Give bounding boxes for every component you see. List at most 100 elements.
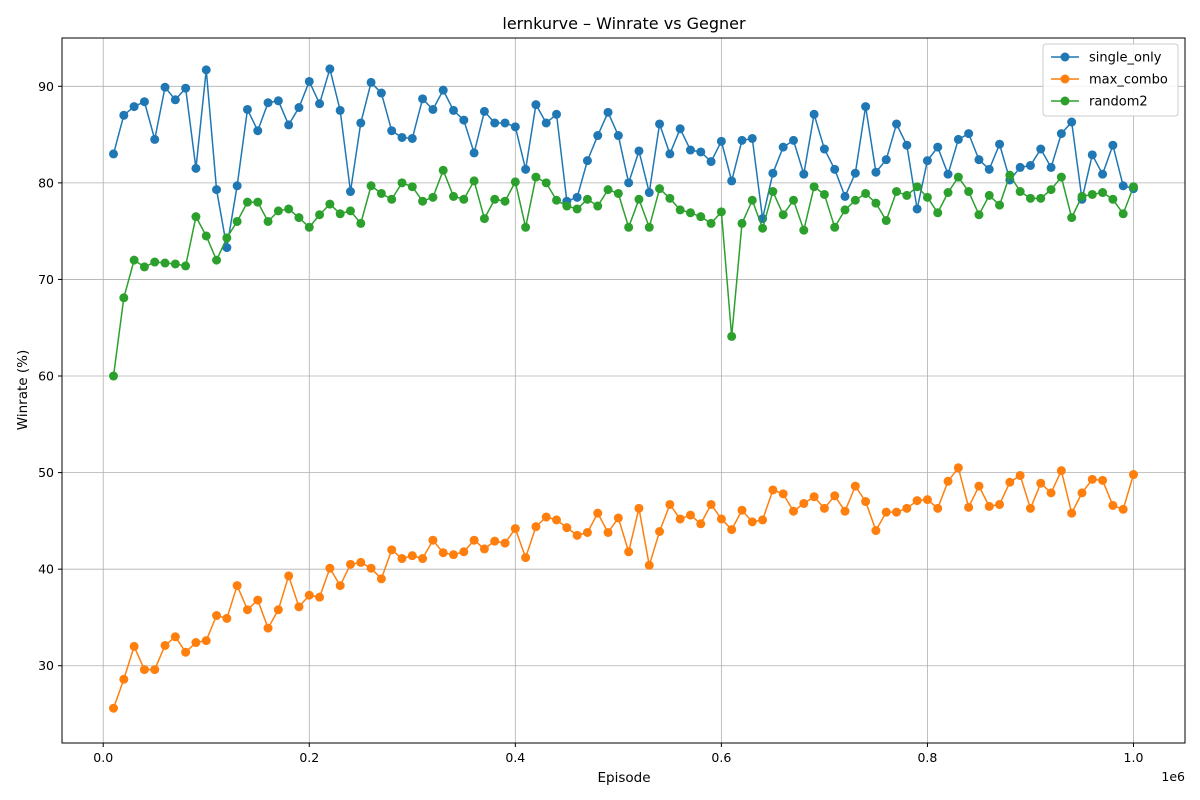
data-point (335, 105, 345, 115)
data-point (675, 514, 685, 524)
data-point (325, 64, 335, 74)
data-point (799, 498, 809, 508)
data-point (850, 195, 860, 205)
data-point (1098, 169, 1108, 179)
data-point (562, 523, 572, 533)
data-point (881, 155, 891, 165)
data-point (376, 88, 386, 98)
data-point (222, 613, 232, 623)
data-point (1046, 185, 1056, 195)
data-point (737, 505, 747, 515)
data-point (479, 544, 489, 554)
data-point (1077, 488, 1087, 498)
data-point (933, 142, 943, 152)
data-point (253, 197, 263, 207)
data-point (366, 563, 376, 573)
data-point (521, 164, 531, 174)
data-point (634, 194, 644, 204)
data-point (582, 156, 592, 166)
data-point (263, 98, 273, 108)
data-point (995, 200, 1005, 210)
data-point (490, 118, 500, 128)
data-point (304, 76, 314, 86)
data-point (1118, 181, 1128, 191)
data-point (861, 497, 871, 507)
data-point (799, 169, 809, 179)
data-point (181, 261, 191, 271)
data-point (1036, 478, 1046, 488)
data-point (685, 208, 695, 218)
data-point (737, 135, 747, 145)
data-point (788, 135, 798, 145)
data-point (644, 188, 654, 198)
data-point (510, 122, 520, 132)
data-point (964, 129, 974, 139)
data-point (964, 502, 974, 512)
data-point (242, 197, 252, 207)
data-point (356, 218, 366, 228)
data-point (675, 205, 685, 215)
data-point (593, 508, 603, 518)
data-point (603, 185, 613, 195)
data-point (109, 371, 119, 381)
data-point (716, 207, 726, 217)
data-point (1036, 144, 1046, 154)
data-point (397, 132, 407, 142)
data-point (119, 110, 129, 120)
data-point (129, 102, 139, 112)
data-point (902, 190, 912, 200)
data-point (139, 665, 149, 675)
data-point (655, 184, 665, 194)
data-point (345, 187, 355, 197)
data-point (1118, 209, 1128, 219)
data-point (294, 103, 304, 113)
legend-marker-max_combo (1060, 74, 1070, 84)
data-point (263, 623, 273, 633)
x-axis-label: Episode (597, 770, 650, 786)
data-point (912, 204, 922, 214)
data-point (345, 206, 355, 216)
data-point (418, 554, 428, 564)
data-point (1098, 188, 1108, 198)
data-point (1128, 470, 1138, 480)
data-point (995, 139, 1005, 149)
data-point (1128, 182, 1138, 192)
data-point (1005, 477, 1015, 487)
data-point (768, 168, 778, 178)
data-point (603, 107, 613, 117)
data-point (1098, 475, 1108, 485)
data-point (201, 231, 211, 241)
data-point (201, 65, 211, 75)
data-point (356, 118, 366, 128)
data-point (1025, 160, 1035, 170)
data-point (273, 605, 283, 615)
data-point (892, 187, 902, 197)
data-point (469, 176, 479, 186)
data-point (768, 187, 778, 197)
data-point (1118, 504, 1128, 514)
data-point (376, 188, 386, 198)
data-point (778, 489, 788, 499)
data-point (1025, 193, 1035, 203)
data-point (191, 163, 201, 173)
data-point (788, 506, 798, 516)
data-point (1015, 470, 1025, 480)
data-point (1056, 172, 1066, 182)
data-point (315, 210, 325, 220)
data-point (109, 703, 119, 713)
data-point (139, 97, 149, 107)
y-tick-label: 50 (38, 465, 54, 480)
data-point (644, 560, 654, 570)
data-point (160, 640, 170, 650)
data-point (830, 222, 840, 232)
data-point (572, 192, 582, 202)
data-point (531, 522, 541, 532)
data-point (253, 595, 263, 605)
data-point (232, 216, 242, 226)
data-point (685, 145, 695, 155)
data-point (222, 243, 232, 253)
data-point (376, 574, 386, 584)
data-point (995, 499, 1005, 509)
legend-box (1042, 43, 1179, 117)
data-point (706, 218, 716, 228)
